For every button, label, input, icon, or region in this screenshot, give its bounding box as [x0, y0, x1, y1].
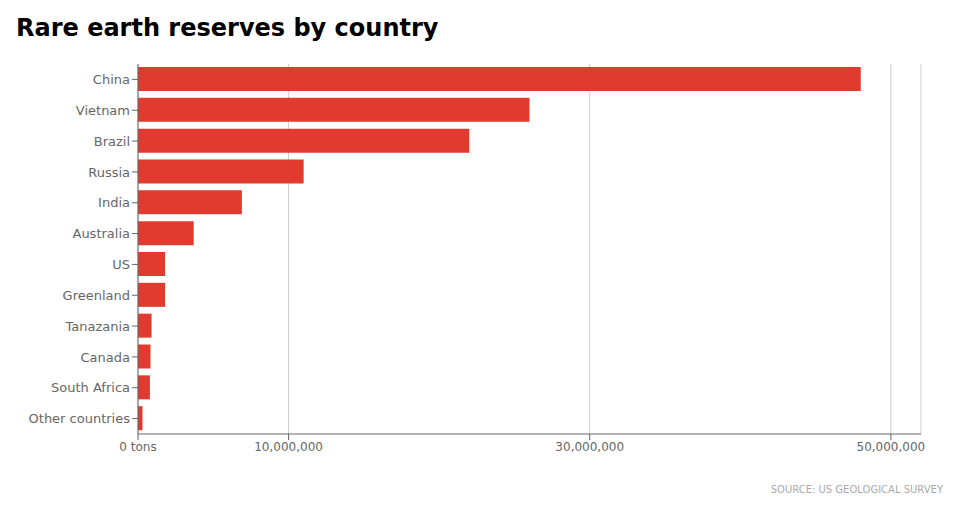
svg-text:Russia: Russia — [88, 165, 130, 180]
svg-text:Brazil: Brazil — [94, 134, 130, 149]
svg-text:Canada: Canada — [81, 350, 130, 365]
svg-text:Vietnam: Vietnam — [76, 103, 130, 118]
svg-text:US: US — [112, 257, 130, 272]
svg-text:Tanazania: Tanazania — [64, 319, 130, 334]
svg-text:China: China — [93, 72, 130, 87]
svg-text:50,000,000: 50,000,000 — [857, 440, 926, 454]
svg-text:South Africa: South Africa — [51, 380, 130, 395]
svg-text:Greenland: Greenland — [63, 288, 130, 303]
html-text:SOURCE: US GEOLOGICAL SURVEY: SOURCE: US GEOLOGICAL SURVEY — [770, 484, 943, 495]
svg-text:Australia: Australia — [72, 226, 130, 241]
html-text:Rare earth reserves by country: Rare earth reserves by country — [16, 14, 439, 42]
svg-text:Other countries: Other countries — [29, 411, 131, 426]
svg-text:India: India — [98, 195, 130, 210]
svg-text:30,000,000: 30,000,000 — [555, 440, 624, 454]
svg-text:10,000,000: 10,000,000 — [254, 440, 323, 454]
svg-text:0 tons: 0 tons — [119, 440, 156, 454]
